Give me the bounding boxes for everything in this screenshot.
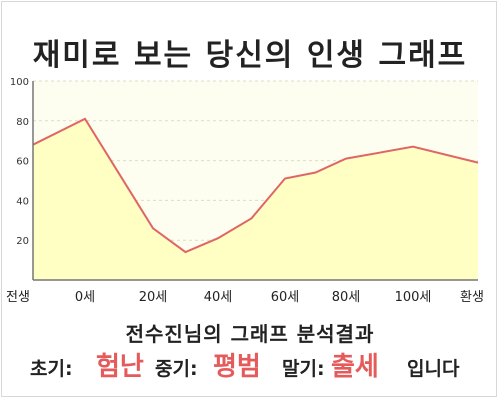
x-tick-label: 0세 xyxy=(75,290,95,305)
x-tick-label: 전생 xyxy=(6,290,30,305)
middle-value: 평범 xyxy=(213,352,261,382)
y-tick-label: 100 xyxy=(10,77,29,88)
x-tick-label: 100세 xyxy=(395,290,432,305)
x-tick-label: 40세 xyxy=(204,290,233,305)
y-tick-labels: 20 40 60 80 100 xyxy=(10,77,29,247)
middle-label: 중기: xyxy=(155,358,198,380)
result-summary: 초기: 험난 중기: 평범 말기: 출세 입니다 xyxy=(0,346,500,382)
series-line xyxy=(32,117,479,254)
late-value: 출세 xyxy=(331,352,379,382)
x-tick-label: 환생 xyxy=(460,290,484,305)
x-tick-label: 60세 xyxy=(271,290,300,305)
x-tick-label: 80세 xyxy=(332,290,361,305)
late-label: 말기: xyxy=(282,358,325,380)
y-tick-label: 60 xyxy=(16,157,29,168)
page-title: 재미로 보는 당신의 인생 그래프 xyxy=(32,38,468,73)
y-tick-label: 80 xyxy=(16,117,29,128)
y-tick-label: 40 xyxy=(16,196,29,207)
result-suffix: 입니다 xyxy=(407,358,460,380)
early-value: 험난 xyxy=(96,352,144,382)
early-label: 초기: xyxy=(30,358,73,380)
series-area xyxy=(33,118,478,280)
x-tick-labels: 전생 0세 20세 40세 60세 80세 100세 환생 xyxy=(6,290,484,305)
result-heading: 전수진님의 그래프 분석결과 xyxy=(125,322,375,346)
x-tick-label: 20세 xyxy=(139,290,168,305)
y-tick-label: 20 xyxy=(16,236,29,247)
